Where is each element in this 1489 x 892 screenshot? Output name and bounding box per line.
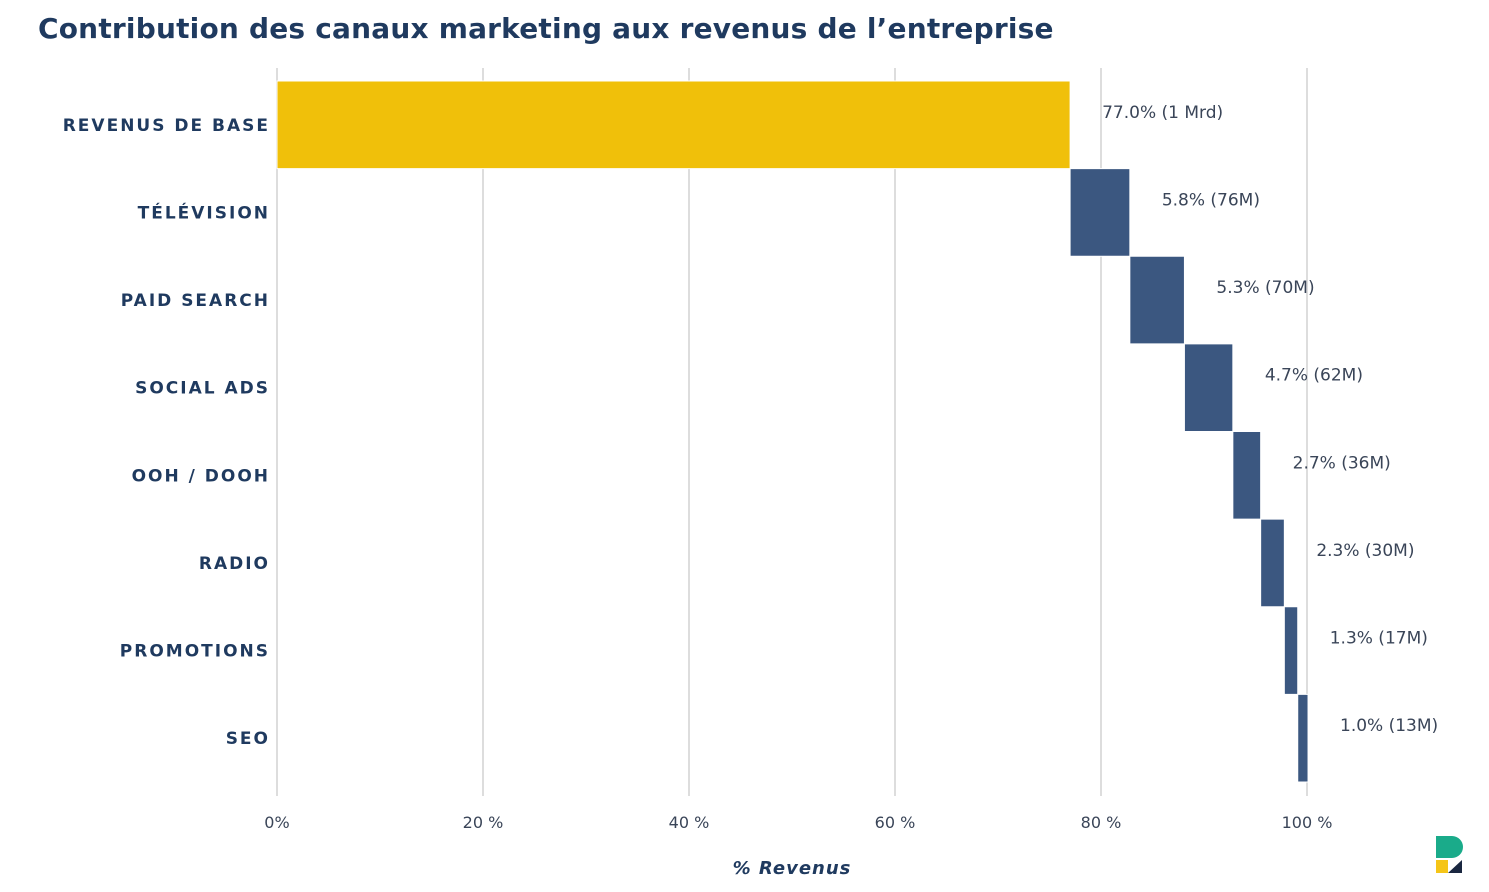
category-label: REVENUS DE BASE (63, 116, 270, 136)
data-label: 77.0% (1 Mrd) (1102, 103, 1223, 123)
bar-0 (276, 80, 1071, 170)
category-label: SOCIAL ADS (135, 379, 270, 399)
data-label: 2.7% (36M) (1293, 453, 1391, 473)
data-label: 5.8% (76M) (1162, 190, 1260, 210)
bar-5 (1260, 518, 1285, 608)
x-axis-label: % Revenus (733, 858, 852, 879)
data-label: 5.3% (70M) (1216, 278, 1314, 298)
x-tick-label: 0% (264, 813, 289, 832)
x-tick-label: 100 % (1282, 813, 1333, 832)
category-label: OOH / DOOH (132, 466, 270, 486)
category-label: RADIO (199, 554, 270, 574)
x-tick-label: 40 % (669, 813, 710, 832)
data-label: 4.7% (62M) (1265, 366, 1363, 386)
x-tick-label: 80 % (1081, 813, 1122, 832)
bar-3 (1183, 343, 1234, 432)
bar-1 (1069, 168, 1131, 257)
bar-4 (1232, 431, 1262, 520)
data-label: 1.0% (13M) (1340, 716, 1438, 736)
category-label: TÉLÉVISION (138, 201, 270, 223)
data-label: 1.3% (17M) (1330, 629, 1428, 649)
x-tick-label: 60 % (875, 813, 916, 832)
data-label: 2.3% (30M) (1316, 541, 1414, 561)
bar-7 (1297, 693, 1309, 783)
chart-title: Contribution des canaux marketing aux re… (38, 12, 1054, 45)
category-label: SEO (226, 729, 270, 749)
category-label: PAID SEARCH (121, 291, 270, 311)
bar-2 (1129, 255, 1185, 345)
category-label: PROMOTIONS (120, 642, 270, 662)
x-tick-label: 20 % (463, 813, 504, 832)
bar-6 (1283, 606, 1299, 695)
brand-logo-icon (1436, 836, 1463, 873)
